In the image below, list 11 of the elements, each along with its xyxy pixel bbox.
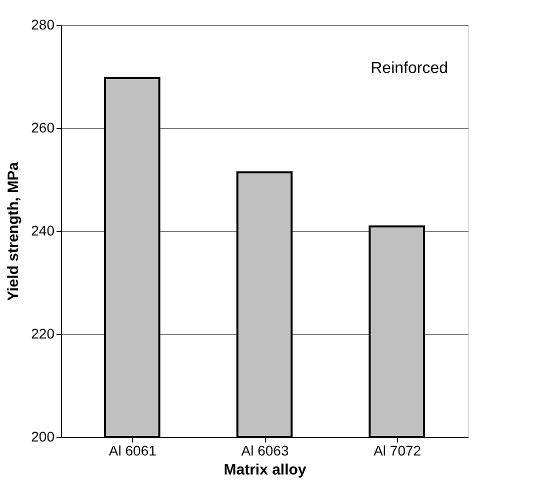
- annotation: Reinforced: [370, 60, 448, 77]
- y-tick-label: 260: [31, 120, 55, 136]
- y-tick-label: 220: [31, 326, 55, 342]
- y-axis-title: Yield strength, MPa: [5, 162, 22, 301]
- y-tick-label: 200: [31, 428, 55, 444]
- x-tick-label: Al 6061: [108, 442, 157, 458]
- x-tick-label: Al 6063: [241, 442, 289, 458]
- x-axis-title: Matrix alloy: [224, 462, 307, 478]
- y-tick-label: 240: [31, 222, 55, 238]
- y-tick-label: 280: [31, 16, 55, 32]
- x-tick-label: Al 7072: [374, 442, 422, 458]
